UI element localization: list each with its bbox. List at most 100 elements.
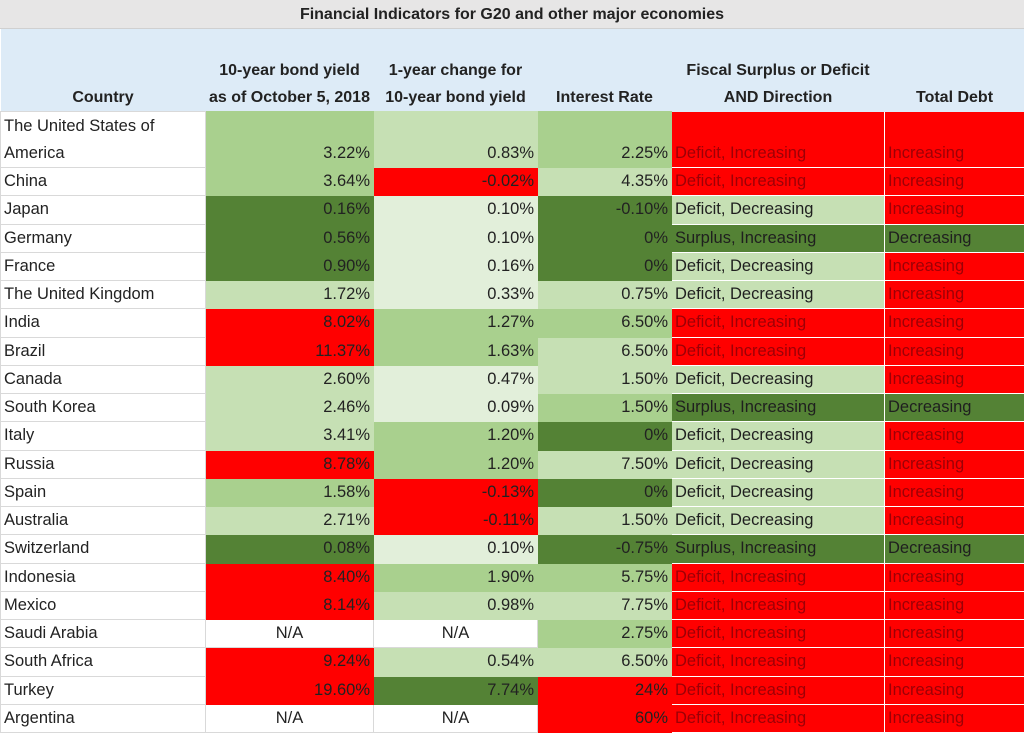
yield-change-cell[interactable]: 1.20%	[374, 422, 538, 450]
country-cell[interactable]: Brazil	[1, 337, 206, 365]
fiscal-cell[interactable]: Deficit, Decreasing	[672, 507, 885, 535]
interest-rate-cell[interactable]: 7.75%	[538, 591, 672, 619]
yield-change-cell[interactable]: 0.83%	[374, 112, 538, 168]
fiscal-cell[interactable]: Surplus, Increasing	[672, 535, 885, 563]
interest-rate-cell[interactable]: 0%	[538, 224, 672, 252]
total-debt-cell[interactable]: Increasing	[885, 563, 1024, 591]
yield-change-cell[interactable]: 0.10%	[374, 535, 538, 563]
yield-change-cell[interactable]: N/A	[374, 704, 538, 732]
total-debt-cell[interactable]: Increasing	[885, 704, 1024, 732]
total-debt-cell[interactable]: Decreasing	[885, 224, 1024, 252]
interest-rate-cell[interactable]: 0.75%	[538, 281, 672, 309]
bond-yield-cell[interactable]: 3.41%	[206, 422, 374, 450]
interest-rate-cell[interactable]: 6.50%	[538, 337, 672, 365]
total-debt-cell[interactable]: Increasing	[885, 196, 1024, 224]
country-cell[interactable]: Russia	[1, 450, 206, 478]
interest-rate-cell[interactable]: 0%	[538, 422, 672, 450]
yield-change-cell[interactable]: 0.98%	[374, 591, 538, 619]
country-cell[interactable]: South Africa	[1, 648, 206, 676]
bond-yield-cell[interactable]: 8.40%	[206, 563, 374, 591]
fiscal-cell[interactable]: Deficit, Decreasing	[672, 450, 885, 478]
interest-rate-cell[interactable]: -0.75%	[538, 535, 672, 563]
header-interest-rate[interactable]: Interest Rate	[538, 29, 672, 112]
country-cell[interactable]: Australia	[1, 507, 206, 535]
total-debt-cell[interactable]: Increasing	[885, 252, 1024, 280]
bond-yield-cell[interactable]: 11.37%	[206, 337, 374, 365]
country-cell[interactable]: Canada	[1, 365, 206, 393]
country-cell[interactable]: Saudi Arabia	[1, 620, 206, 648]
total-debt-cell[interactable]: Increasing	[885, 168, 1024, 196]
interest-rate-cell[interactable]: 60%	[538, 704, 672, 732]
total-debt-cell[interactable]: Increasing	[885, 507, 1024, 535]
interest-rate-cell[interactable]: 6.50%	[538, 309, 672, 337]
bond-yield-cell[interactable]: 2.46%	[206, 394, 374, 422]
bond-yield-cell[interactable]: 2.60%	[206, 365, 374, 393]
total-debt-cell[interactable]: Increasing	[885, 648, 1024, 676]
bond-yield-cell[interactable]: 8.02%	[206, 309, 374, 337]
interest-rate-cell[interactable]: 2.25%	[538, 112, 672, 168]
country-cell[interactable]: China	[1, 168, 206, 196]
fiscal-cell[interactable]: Deficit, Decreasing	[672, 478, 885, 506]
fiscal-cell[interactable]: Deficit, Increasing	[672, 309, 885, 337]
fiscal-cell[interactable]: Deficit, Increasing	[672, 591, 885, 619]
total-debt-cell[interactable]: Decreasing	[885, 535, 1024, 563]
country-cell[interactable]: Spain	[1, 478, 206, 506]
header-yield-change[interactable]: 1-year change for 10-year bond yield	[374, 29, 538, 112]
fiscal-cell[interactable]: Deficit, Increasing	[672, 563, 885, 591]
bond-yield-cell[interactable]: 0.16%	[206, 196, 374, 224]
total-debt-cell[interactable]: Decreasing	[885, 394, 1024, 422]
bond-yield-cell[interactable]: 2.71%	[206, 507, 374, 535]
fiscal-cell[interactable]: Deficit, Decreasing	[672, 252, 885, 280]
yield-change-cell[interactable]: 0.47%	[374, 365, 538, 393]
header-country[interactable]: Country	[1, 29, 206, 112]
total-debt-cell[interactable]: Increasing	[885, 591, 1024, 619]
fiscal-cell[interactable]: Deficit, Decreasing	[672, 196, 885, 224]
header-total-debt[interactable]: Total Debt	[885, 29, 1024, 112]
yield-change-cell[interactable]: N/A	[374, 620, 538, 648]
fiscal-cell[interactable]: Deficit, Increasing	[672, 112, 885, 168]
total-debt-cell[interactable]: Increasing	[885, 620, 1024, 648]
country-cell[interactable]: Japan	[1, 196, 206, 224]
fiscal-cell[interactable]: Deficit, Increasing	[672, 704, 885, 732]
interest-rate-cell[interactable]: 7.50%	[538, 450, 672, 478]
bond-yield-cell[interactable]: 3.22%	[206, 112, 374, 168]
country-cell[interactable]: The United States of America	[1, 112, 206, 168]
fiscal-cell[interactable]: Deficit, Increasing	[672, 168, 885, 196]
country-cell[interactable]: Mexico	[1, 591, 206, 619]
yield-change-cell[interactable]: 0.09%	[374, 394, 538, 422]
bond-yield-cell[interactable]: 1.72%	[206, 281, 374, 309]
bond-yield-cell[interactable]: 9.24%	[206, 648, 374, 676]
fiscal-cell[interactable]: Deficit, Increasing	[672, 337, 885, 365]
total-debt-cell[interactable]: Increasing	[885, 478, 1024, 506]
yield-change-cell[interactable]: -0.02%	[374, 168, 538, 196]
country-cell[interactable]: Turkey	[1, 676, 206, 704]
interest-rate-cell[interactable]: 0%	[538, 252, 672, 280]
yield-change-cell[interactable]: 0.16%	[374, 252, 538, 280]
bond-yield-cell[interactable]: 1.58%	[206, 478, 374, 506]
interest-rate-cell[interactable]: 0%	[538, 478, 672, 506]
yield-change-cell[interactable]: 0.54%	[374, 648, 538, 676]
country-cell[interactable]: Switzerland	[1, 535, 206, 563]
total-debt-cell[interactable]: Increasing	[885, 422, 1024, 450]
yield-change-cell[interactable]: -0.11%	[374, 507, 538, 535]
country-cell[interactable]: France	[1, 252, 206, 280]
country-cell[interactable]: India	[1, 309, 206, 337]
interest-rate-cell[interactable]: 4.35%	[538, 168, 672, 196]
interest-rate-cell[interactable]: -0.10%	[538, 196, 672, 224]
total-debt-cell[interactable]: Increasing	[885, 337, 1024, 365]
interest-rate-cell[interactable]: 1.50%	[538, 365, 672, 393]
total-debt-cell[interactable]: Increasing	[885, 365, 1024, 393]
header-bond-yield[interactable]: 10-year bond yield as of October 5, 2018	[206, 29, 374, 112]
yield-change-cell[interactable]: 1.27%	[374, 309, 538, 337]
interest-rate-cell[interactable]: 2.75%	[538, 620, 672, 648]
bond-yield-cell[interactable]: 0.08%	[206, 535, 374, 563]
total-debt-cell[interactable]: Increasing	[885, 112, 1024, 168]
country-cell[interactable]: Italy	[1, 422, 206, 450]
fiscal-cell[interactable]: Surplus, Increasing	[672, 394, 885, 422]
country-cell[interactable]: Germany	[1, 224, 206, 252]
yield-change-cell[interactable]: 0.10%	[374, 196, 538, 224]
country-cell[interactable]: South Korea	[1, 394, 206, 422]
yield-change-cell[interactable]: 7.74%	[374, 676, 538, 704]
country-cell[interactable]: The United Kingdom	[1, 281, 206, 309]
bond-yield-cell[interactable]: 3.64%	[206, 168, 374, 196]
